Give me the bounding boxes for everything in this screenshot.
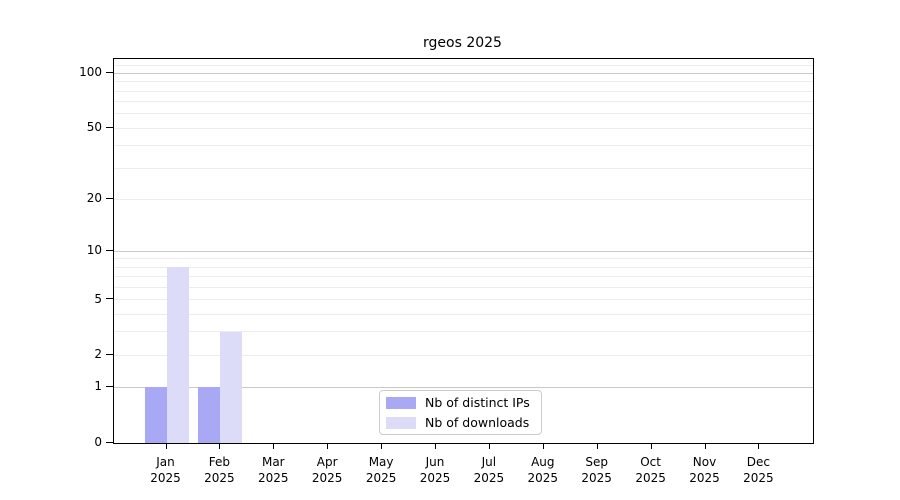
- y-axis-tick-label: 100: [79, 65, 102, 80]
- x-axis-tick-label: Sep 2025: [581, 455, 612, 485]
- gridline-minor: [114, 354, 813, 356]
- y-axis-tick-mark: [106, 71, 113, 73]
- y-axis-tick-mark: [106, 298, 113, 300]
- x-axis-tick-mark: [327, 443, 329, 449]
- x-axis-tick-mark: [542, 443, 544, 449]
- y-axis-tick-label: 2: [94, 347, 102, 362]
- chart-title: rgeos 2025: [423, 35, 502, 51]
- y-axis-tick-mark: [106, 197, 113, 199]
- x-axis-tick-label: Apr 2025: [311, 455, 343, 485]
- y-axis-tick-mark: [106, 353, 113, 355]
- gridline-major: [114, 386, 813, 388]
- gridline-minor: [114, 81, 813, 83]
- x-axis-tick-label: Mar 2025: [258, 455, 289, 485]
- gridline-minor: [114, 313, 813, 315]
- legend-item-downloads: Nb of downloads: [386, 415, 535, 431]
- plot-area: Nb of distinct IPs Nb of downloads: [113, 58, 814, 444]
- x-axis-tick-label: Aug 2025: [527, 455, 559, 485]
- x-axis-tick-label: Feb 2025: [204, 455, 235, 485]
- gridline-minor: [114, 113, 813, 115]
- legend-label-distinct-ips: Nb of distinct IPs: [425, 394, 530, 410]
- gridline-minor: [114, 101, 813, 103]
- gridline-minor: [114, 275, 813, 277]
- x-axis-tick-mark: [273, 443, 275, 449]
- legend-item-distinct-ips: Nb of distinct IPs: [386, 395, 535, 411]
- x-axis-tick-mark: [219, 443, 221, 449]
- x-axis-tick-mark: [488, 443, 490, 449]
- y-axis-tick-label: 20: [86, 191, 102, 206]
- y-axis-tick-label: 10: [86, 243, 102, 257]
- y-axis-tick-mark: [106, 441, 113, 443]
- gridline-minor: [114, 266, 813, 268]
- x-axis-tick-label: Nov 2025: [689, 455, 720, 485]
- x-axis-tick-label: Oct 2025: [635, 455, 666, 485]
- gridline-minor: [114, 145, 813, 147]
- bar-downloads: [220, 331, 243, 443]
- legend-swatch-downloads: [386, 416, 416, 429]
- legend-label-downloads: Nb of downloads: [425, 414, 530, 430]
- x-axis-tick-label: Jun 2025: [419, 455, 451, 485]
- y-axis-tick-mark: [106, 385, 113, 387]
- gridline-minor: [114, 167, 813, 169]
- gridline-minor: [114, 90, 813, 92]
- x-axis-tick-mark: [650, 443, 652, 449]
- gridline-minor: [114, 65, 813, 67]
- legend: Nb of distinct IPs Nb of downloads: [379, 390, 542, 435]
- x-axis-tick-mark: [596, 443, 598, 449]
- gridline-major: [114, 72, 813, 74]
- y-axis-tick-label: 0: [94, 435, 102, 449]
- x-axis-tick-mark: [165, 443, 167, 449]
- gridline-minor: [114, 299, 813, 301]
- gridline-minor: [114, 198, 813, 200]
- y-axis-tick-label: 1: [94, 379, 102, 394]
- bar-distinct-ips: [144, 387, 167, 443]
- gridline-major: [114, 250, 813, 252]
- x-axis-tick-mark: [704, 443, 706, 449]
- gridline-minor: [114, 286, 813, 288]
- bar-distinct-ips: [198, 387, 221, 443]
- gridline-minor: [114, 258, 813, 260]
- x-axis-tick-mark: [435, 443, 436, 449]
- x-axis-tick-label: Jan 2025: [150, 455, 181, 485]
- x-axis-tick-mark: [381, 443, 383, 449]
- gridline-minor: [114, 331, 813, 333]
- x-axis-tick-label: May 2025: [365, 455, 397, 485]
- x-axis-tick-label: Jul 2025: [473, 455, 505, 485]
- gridline-minor: [114, 127, 813, 129]
- x-axis-tick-label: Dec 2025: [743, 455, 774, 485]
- y-axis-tick-label: 50: [86, 120, 102, 135]
- y-axis-tick-mark: [106, 249, 113, 251]
- bar-downloads: [166, 267, 189, 443]
- legend-swatch-distinct-ips: [386, 396, 416, 409]
- x-axis-tick-mark: [758, 443, 760, 449]
- y-axis-tick-label: 5: [94, 291, 102, 306]
- y-axis-tick-mark: [106, 126, 113, 128]
